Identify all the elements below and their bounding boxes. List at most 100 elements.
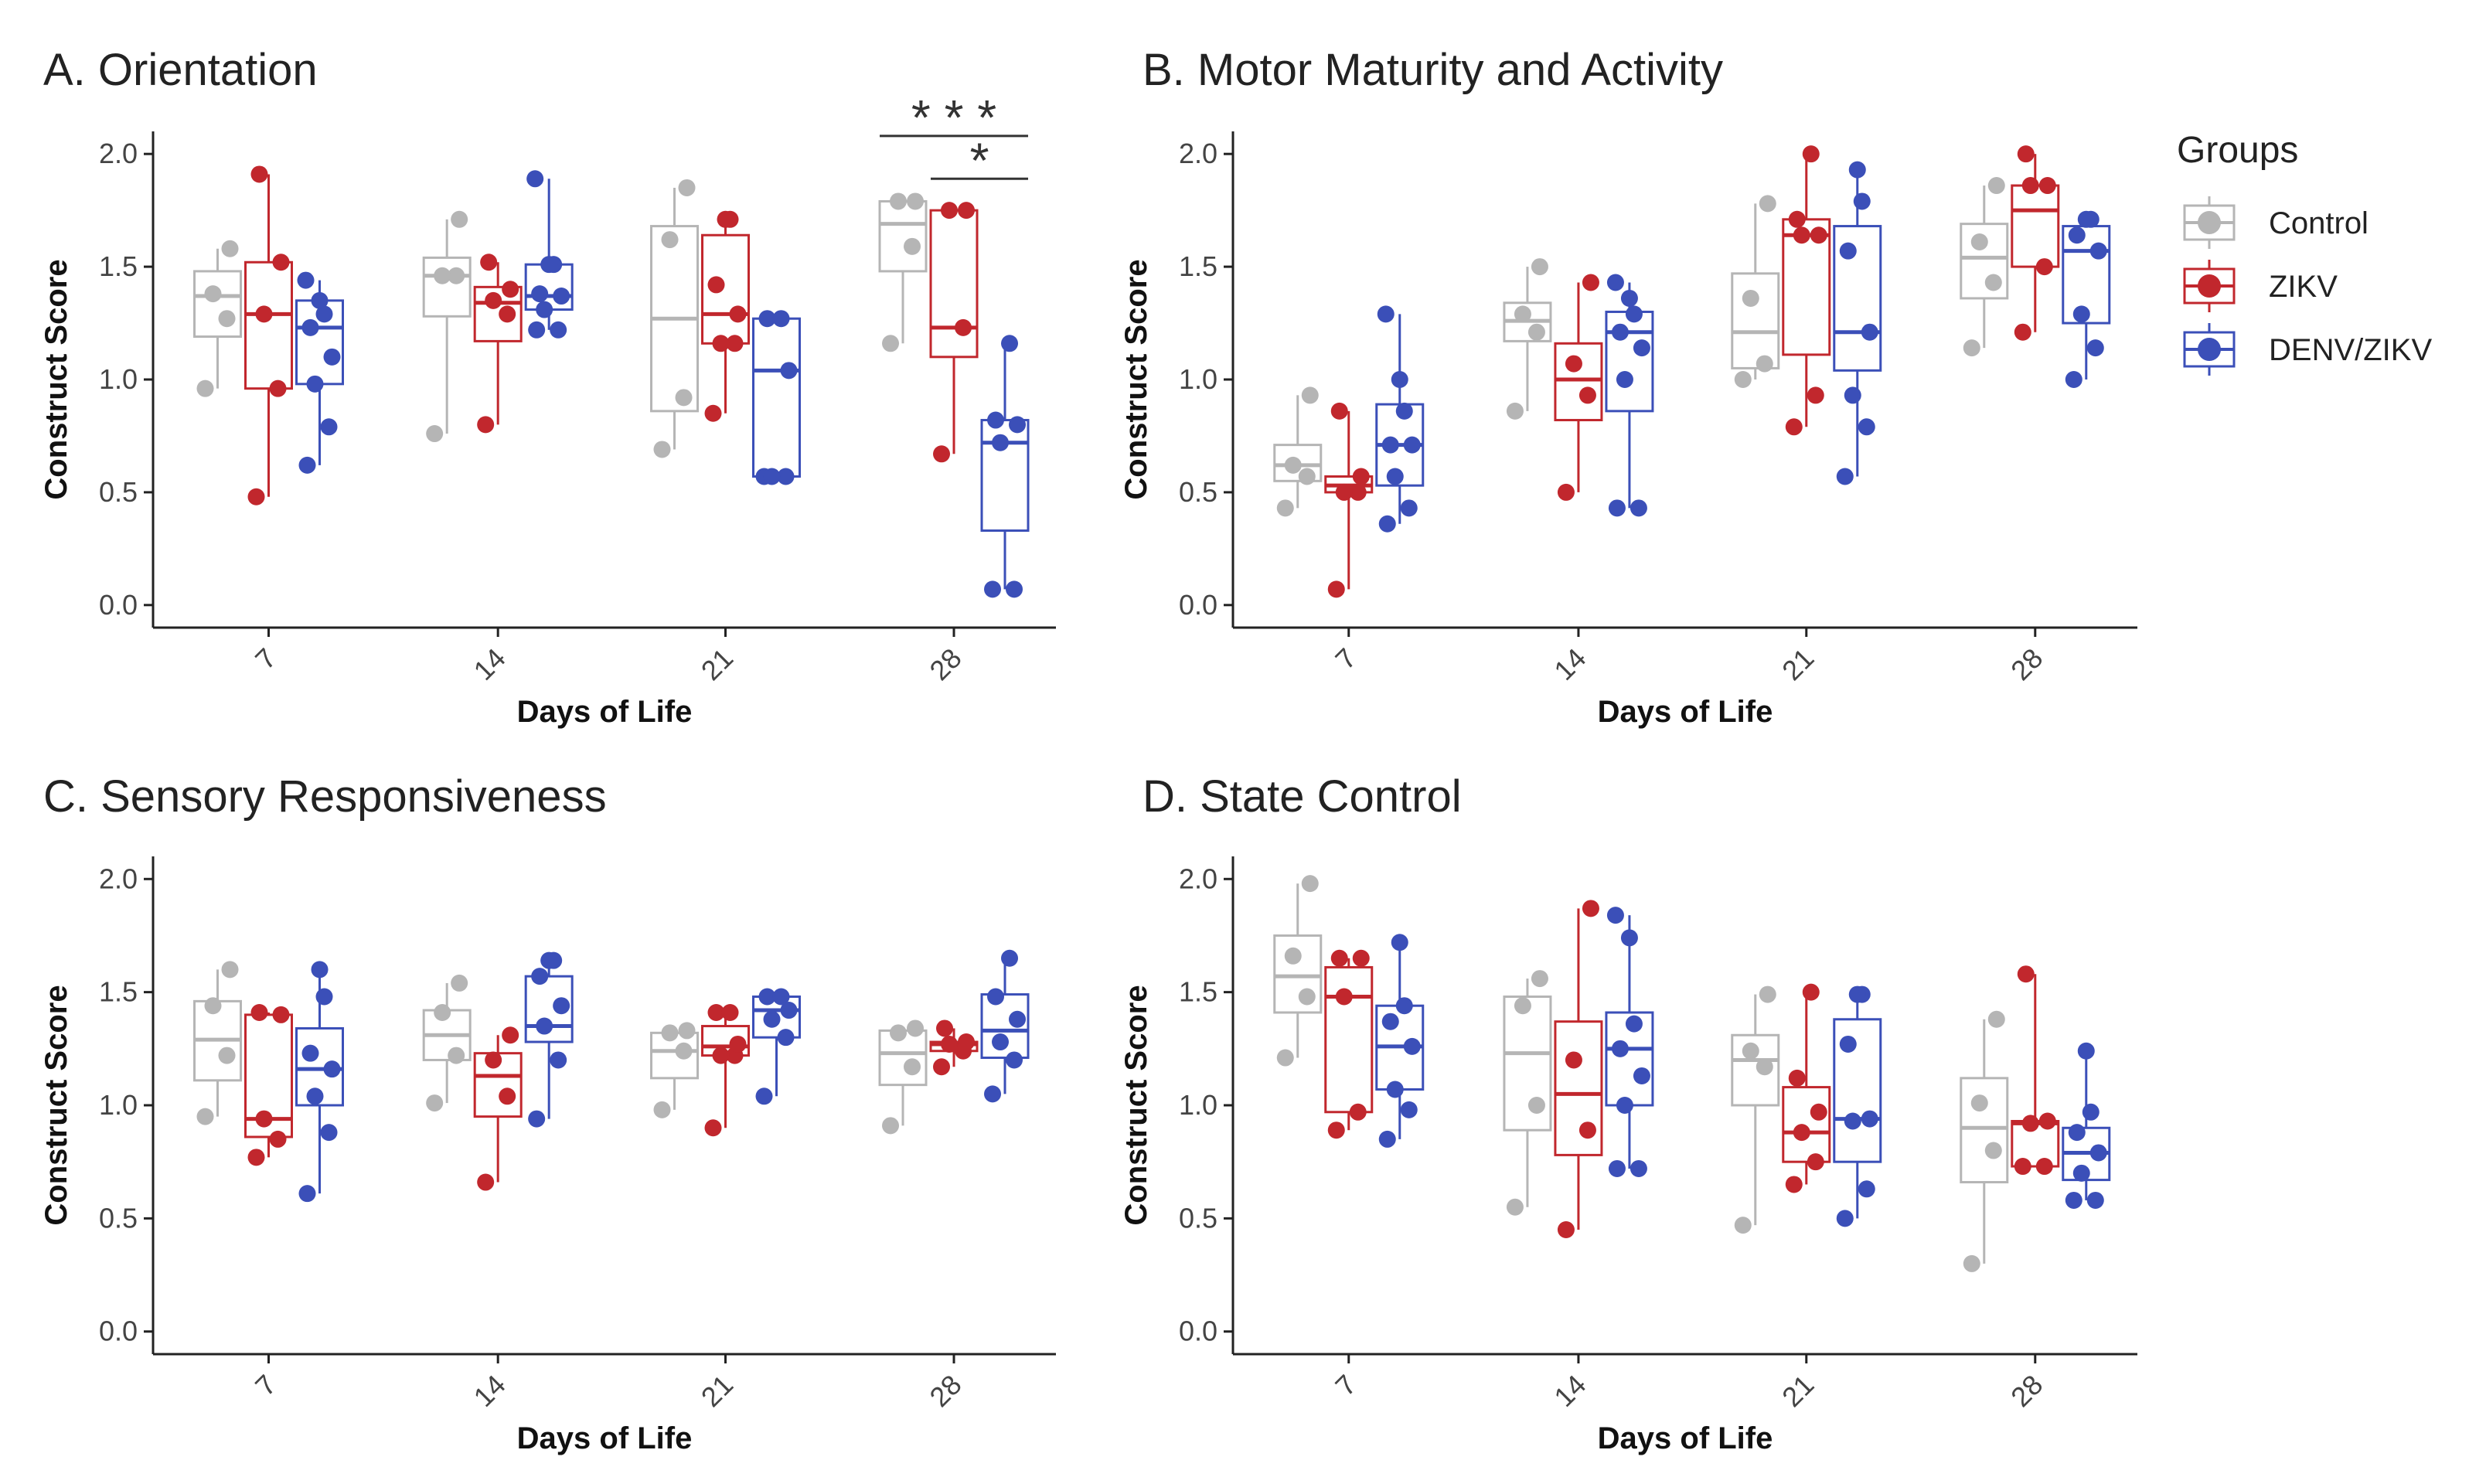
panel-title: C. Sensory Responsiveness [43, 771, 607, 822]
data-point [1810, 1103, 1827, 1121]
data-point [1970, 1094, 1988, 1112]
data-point [1606, 907, 1624, 924]
data-point [772, 988, 790, 1006]
box-iqr [2062, 225, 2111, 325]
data-point [1335, 988, 1353, 1006]
data-point [499, 305, 516, 323]
data-point [1861, 1110, 1878, 1128]
data-point [992, 1033, 1010, 1051]
data-point [1330, 949, 1348, 967]
box-zikv-day-28 [2011, 965, 2060, 1176]
box-control-day-7 [1273, 875, 1323, 1067]
y-tick-label: 0.5 [1179, 476, 1217, 508]
data-point [448, 1047, 465, 1064]
x-tick-label: 21 [695, 1369, 739, 1413]
box-control-day-21 [1731, 985, 1780, 1234]
panel-title: A. Orientation [43, 45, 318, 95]
data-point [1531, 258, 1548, 276]
y-tick-label: 0.5 [1179, 1202, 1217, 1234]
significance-label: * * * [911, 90, 996, 145]
legend-item-control: Control [2183, 196, 2369, 249]
data-point [955, 318, 972, 336]
data-point [758, 988, 776, 1006]
data-point [2072, 305, 2090, 323]
data-point [434, 267, 451, 284]
data-point [255, 305, 273, 323]
data-point [1633, 1067, 1650, 1084]
data-point [1395, 997, 1413, 1015]
x-tick-label: 14 [1548, 1369, 1592, 1413]
data-point [204, 285, 222, 303]
y-tick-label: 2.0 [99, 863, 138, 894]
data-point [311, 291, 329, 309]
data-point [1970, 233, 1988, 250]
data-point [255, 1110, 273, 1128]
data-point [1984, 274, 2002, 291]
data-point [1788, 210, 1806, 228]
data-point [485, 291, 502, 309]
data-point [502, 1026, 519, 1044]
data-point [1793, 1124, 1810, 1142]
data-point [323, 1060, 341, 1078]
box-iqr [1605, 310, 1654, 413]
y-tick-label: 2.0 [99, 138, 138, 169]
data-point [1620, 929, 1638, 947]
data-point [2014, 323, 2031, 341]
data-point [958, 202, 976, 220]
x-tick-label: 7 [249, 642, 282, 676]
data-point [315, 988, 333, 1006]
box-control-day-7 [1273, 386, 1323, 517]
data-point [2014, 1158, 2031, 1176]
data-point [2068, 1124, 2086, 1142]
x-tick-label: 28 [2004, 642, 2048, 686]
data-point [987, 988, 1005, 1006]
data-point [1963, 1254, 1980, 1272]
data-point [320, 1124, 338, 1142]
data-point [772, 310, 790, 328]
data-point [777, 1029, 795, 1047]
data-point [1616, 1097, 1633, 1114]
box-control-day-28 [878, 192, 928, 352]
panel-c-sensory-responsiveness: C. Sensory Responsiveness 0.0 0.5 1.0 1.5 2.0… [39, 771, 1056, 1455]
data-point [1630, 499, 1647, 517]
data-point [2082, 1103, 2099, 1121]
data-point [1836, 468, 1854, 485]
data-point [1759, 195, 1776, 213]
data-point [298, 1185, 316, 1203]
box-denv-zikv-day-14 [524, 951, 574, 1128]
data-point [1006, 580, 1023, 598]
data-point [661, 231, 679, 249]
significance-label: * [970, 132, 989, 188]
data-point [1611, 1040, 1629, 1057]
x-tick-label: 7 [1329, 642, 1362, 676]
box-denv-zikv-day-7 [1375, 934, 1425, 1148]
legend-item-denv-zikv: DENV/ZIKV [2183, 323, 2432, 376]
data-point [1611, 323, 1629, 341]
data-point [1984, 1142, 2002, 1159]
panel-a-orientation: A. Orientation 0.0 0.5 1.0 1.5 2.0 7 14 21 28 Days… [39, 45, 1056, 729]
y-tick-label: 0.0 [99, 589, 138, 621]
data-point [1756, 355, 1773, 373]
data-point [1620, 289, 1638, 307]
box-control-day-7 [193, 961, 243, 1125]
data-point [1987, 177, 2005, 195]
data-point [204, 997, 222, 1015]
data-point [1349, 1103, 1367, 1121]
data-point [2035, 258, 2053, 276]
data-point [984, 1085, 1002, 1103]
y-tick-label: 1.5 [99, 976, 138, 1008]
y-tick-label: 0.5 [99, 1202, 138, 1234]
panel-b-motor-maturity-and-activity: B. Motor Maturity and Activity 0.0 0.5 1.0 1… [1119, 45, 2137, 729]
data-point [2038, 177, 2056, 195]
data-point [992, 434, 1010, 451]
data-point [448, 267, 465, 284]
y-axis-title: Construct Score [1119, 985, 1153, 1225]
data-point [1006, 1051, 1023, 1069]
legend-key-dot [2198, 338, 2221, 361]
data-point [221, 961, 239, 979]
box-denv-zikv-day-7 [1375, 305, 1425, 533]
x-axis-title: Days of Life [517, 695, 693, 729]
box-iqr [193, 270, 243, 339]
data-point [1987, 1010, 2005, 1028]
legend-label: Control [2269, 206, 2369, 240]
